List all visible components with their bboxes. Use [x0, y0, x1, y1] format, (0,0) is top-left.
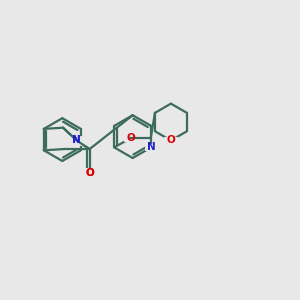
Text: O: O: [167, 136, 175, 146]
Text: O: O: [85, 168, 94, 178]
Text: O: O: [85, 168, 94, 178]
Text: N: N: [147, 142, 156, 152]
Text: O: O: [126, 134, 135, 143]
Text: N: N: [72, 135, 81, 145]
Text: N: N: [72, 135, 81, 145]
